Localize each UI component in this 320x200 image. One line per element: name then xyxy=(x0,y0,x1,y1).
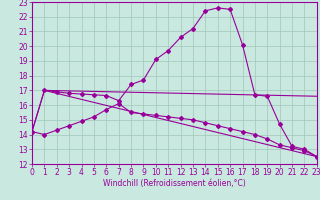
X-axis label: Windchill (Refroidissement éolien,°C): Windchill (Refroidissement éolien,°C) xyxy=(103,179,246,188)
